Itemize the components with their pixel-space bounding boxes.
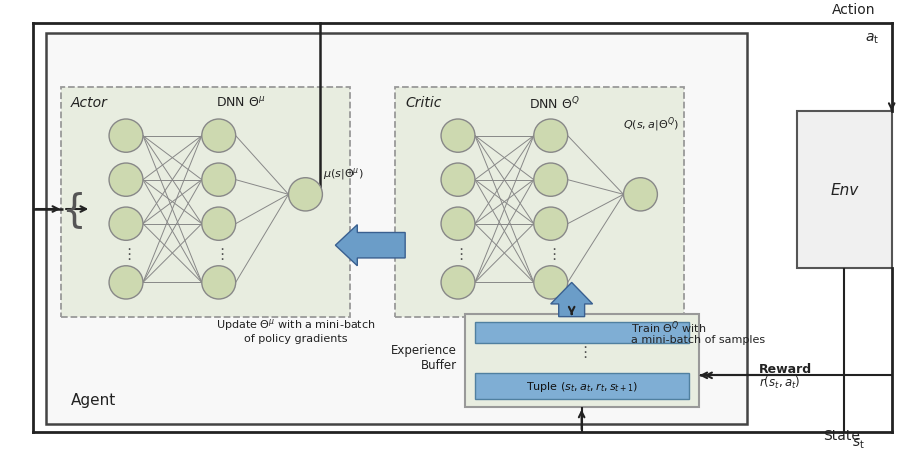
Text: Experience
Buffer: Experience Buffer [391,344,457,371]
Text: Agent: Agent [71,392,117,407]
Text: $\vdots$: $\vdots$ [120,246,131,262]
Text: $\mu(s|\Theta^{\mu})$: $\mu(s|\Theta^{\mu})$ [323,166,364,182]
Text: Tuple $(s_t,a_t,r_t,s_{t+1})$: Tuple $(s_t,a_t,r_t,s_{t+1})$ [526,379,638,393]
Circle shape [534,207,568,241]
Circle shape [202,266,235,299]
Text: a mini-batch of samples: a mini-batch of samples [631,334,766,344]
Circle shape [109,120,143,153]
Circle shape [109,266,143,299]
Circle shape [441,120,475,153]
FancyArrow shape [550,283,593,317]
Text: of policy gradients: of policy gradients [244,334,347,344]
Circle shape [534,164,568,197]
Text: $\vdots$: $\vdots$ [546,246,556,262]
Circle shape [441,164,475,197]
Text: DNN $\Theta^{\mu}$: DNN $\Theta^{\mu}$ [216,96,266,109]
Bar [465,314,699,407]
FancyArrow shape [335,225,405,266]
Text: $a_{\rm t}$: $a_{\rm t}$ [865,32,879,46]
Text: Train $\Theta^{Q}$ with: Train $\Theta^{Q}$ with [631,318,707,335]
Bar [46,34,747,425]
Text: $r(s_t,a_t)$: $r(s_t,a_t)$ [759,374,800,390]
Text: $\vdots$: $\vdots$ [577,343,587,359]
Circle shape [202,164,235,197]
Circle shape [289,178,323,212]
Text: $\vdots$: $\vdots$ [213,246,224,262]
Bar [395,87,685,317]
Bar [797,112,891,268]
Text: $Q(s,a|\Theta^{Q})$: $Q(s,a|\Theta^{Q})$ [623,115,679,133]
Circle shape [441,266,475,299]
Text: State: State [823,428,860,442]
Bar [62,87,350,317]
Text: Env: Env [830,182,858,197]
Bar [475,322,689,343]
Text: Update $\Theta^{\mu}$ with a mini-batch: Update $\Theta^{\mu}$ with a mini-batch [216,317,375,333]
Circle shape [109,164,143,197]
Text: Critic: Critic [405,96,441,109]
Circle shape [534,266,568,299]
Circle shape [623,178,657,212]
Circle shape [534,120,568,153]
Circle shape [202,120,235,153]
Text: Action: Action [832,3,876,17]
Text: $s_{\rm t}$: $s_{\rm t}$ [852,435,865,450]
Text: Actor: Actor [71,96,108,109]
Bar [475,374,689,399]
Text: Reward: Reward [759,362,812,375]
Text: {: { [62,191,86,228]
Text: $\vdots$: $\vdots$ [453,246,463,262]
Circle shape [202,207,235,241]
Circle shape [109,207,143,241]
Text: DNN $\Theta^{Q}$: DNN $\Theta^{Q}$ [528,96,580,112]
Circle shape [441,207,475,241]
